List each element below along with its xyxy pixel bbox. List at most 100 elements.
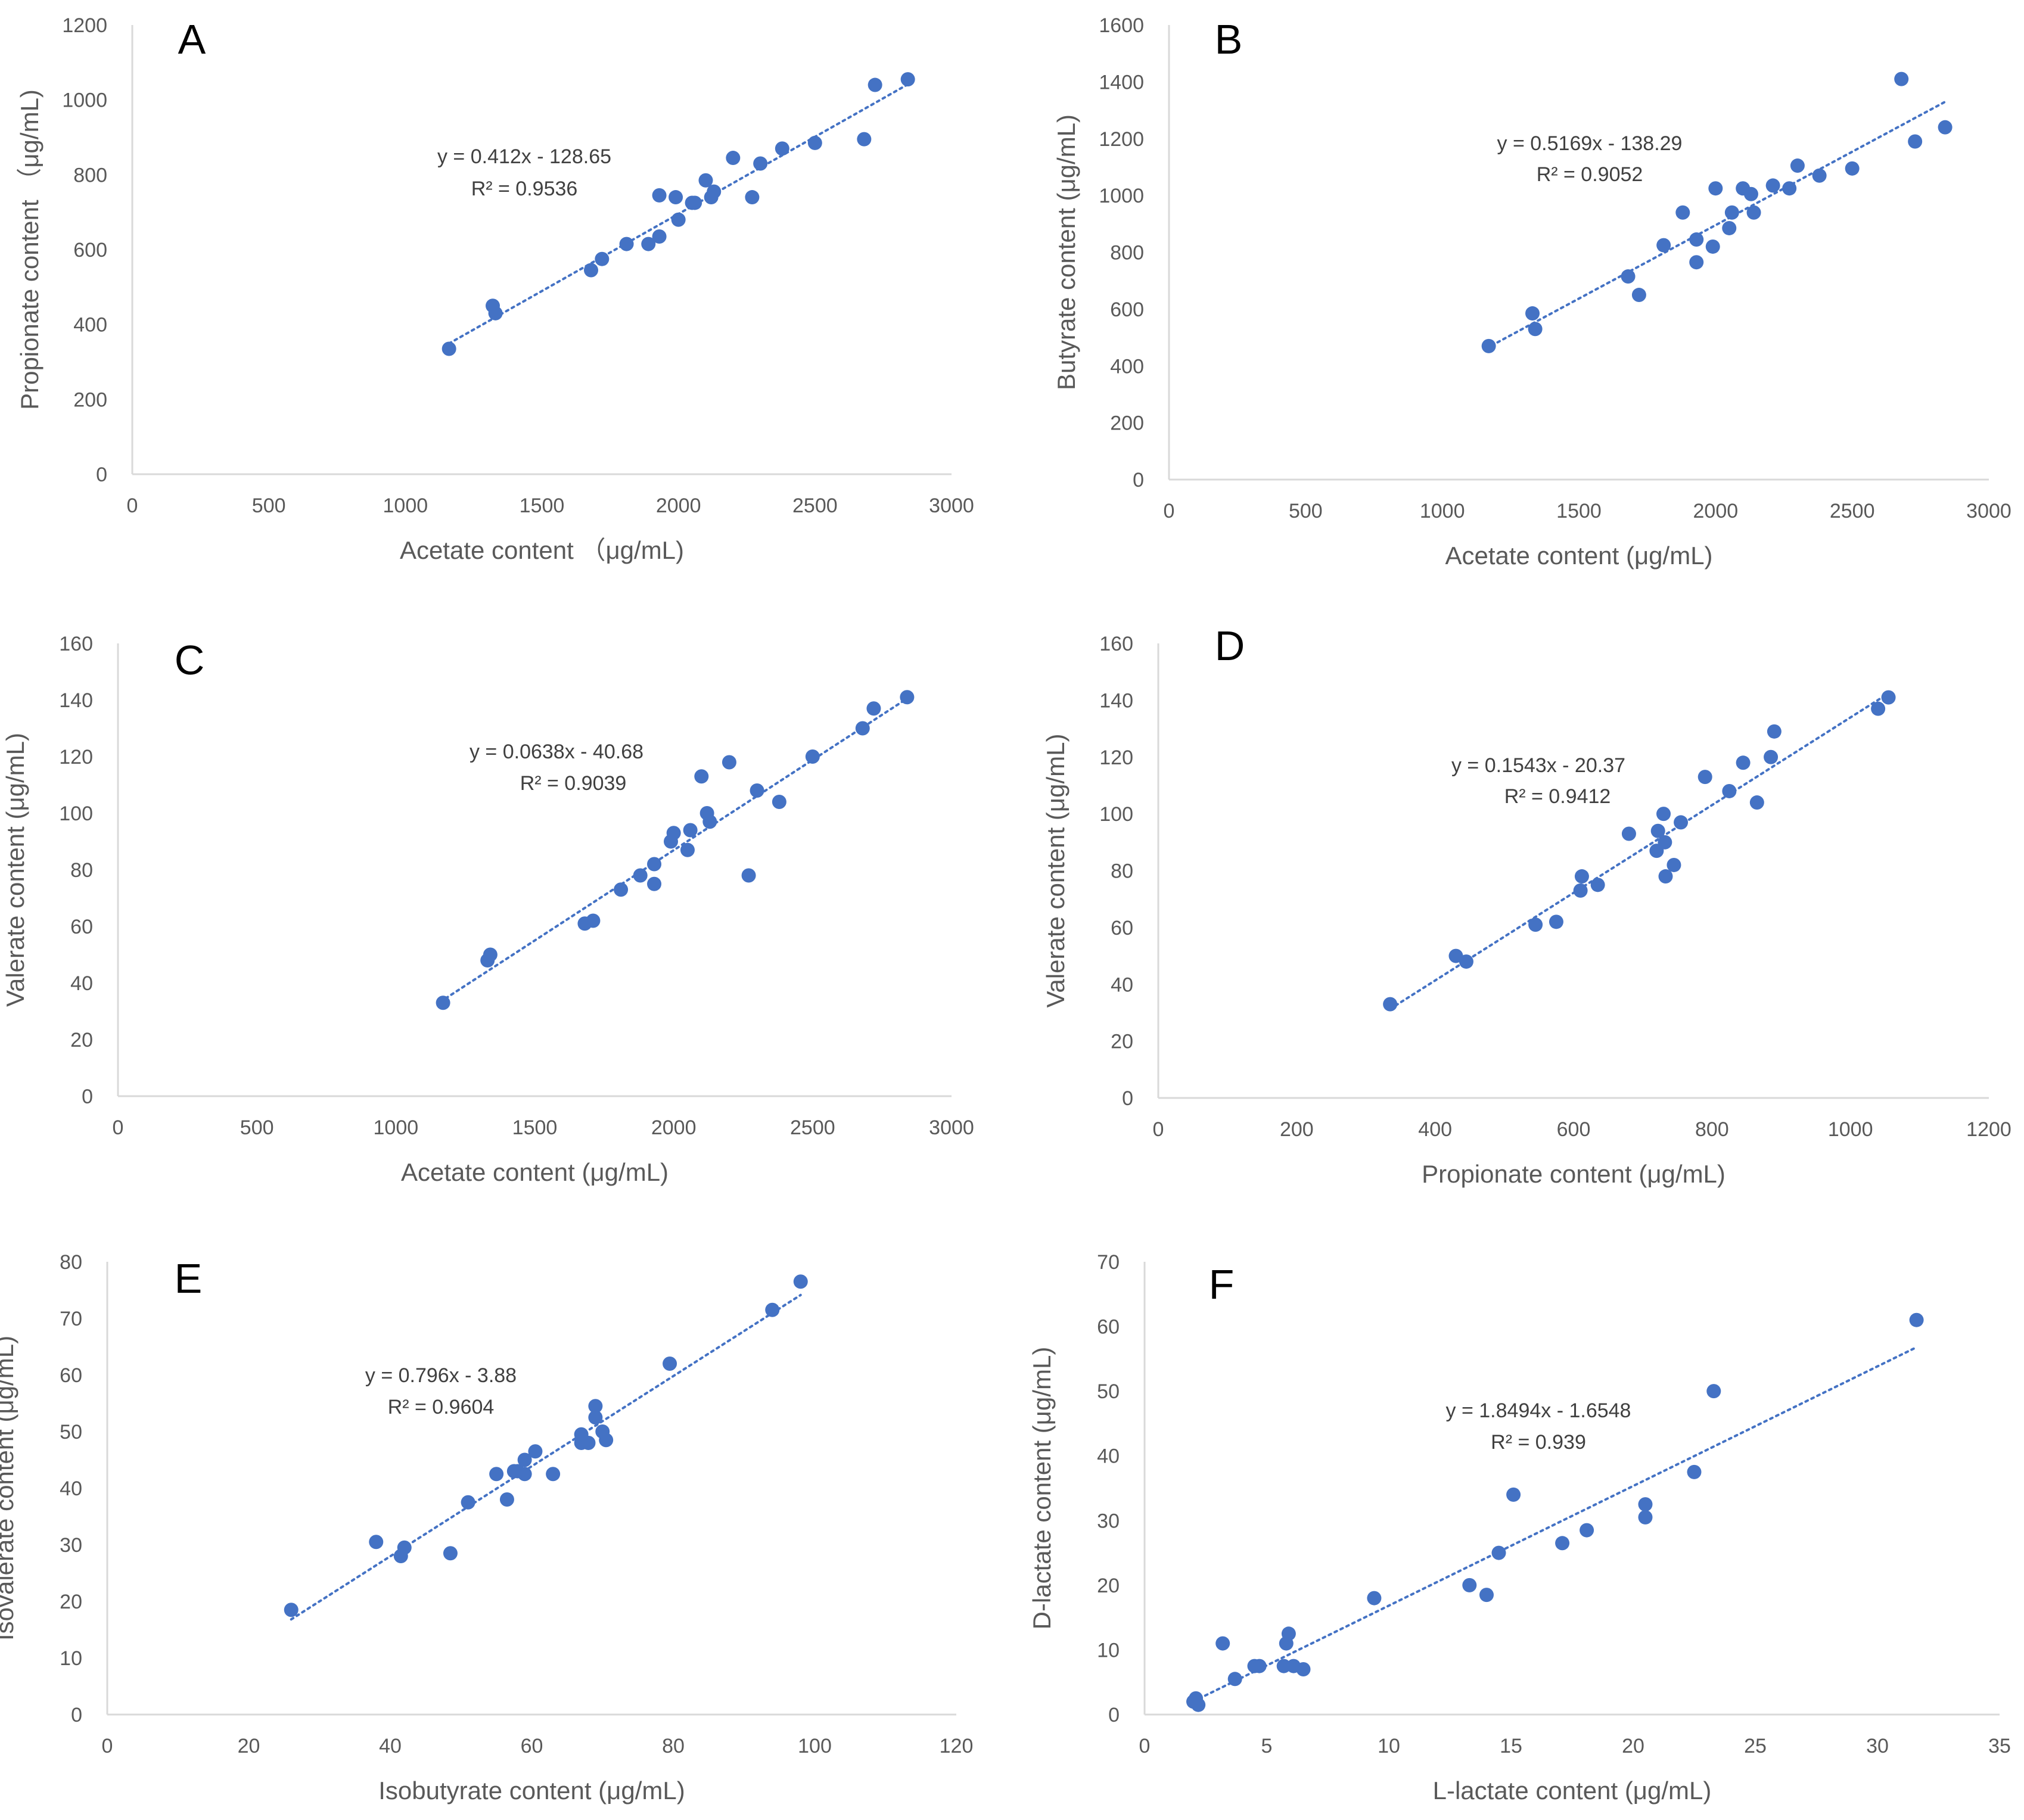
y-tick-label: 70: [1097, 1251, 1120, 1274]
y-tick-label: 20: [1111, 1031, 1133, 1053]
data-point: [1638, 1497, 1653, 1512]
data-point: [369, 1535, 384, 1550]
y-tick-label: 10: [1097, 1639, 1120, 1662]
x-tick-label: 35: [1988, 1735, 2011, 1757]
data-point: [284, 1603, 299, 1617]
x-tick-label: 15: [1500, 1735, 1522, 1757]
data-point: [1746, 205, 1761, 220]
data-point: [1621, 269, 1636, 284]
y-tick-label: 800: [1110, 242, 1144, 265]
y-tick-label: 400: [1110, 355, 1144, 378]
x-axis-title: Propionate content (μg/mL): [1422, 1160, 1725, 1188]
data-point: [1549, 914, 1563, 929]
y-tick-label: 600: [73, 239, 107, 262]
data-point: [1736, 755, 1751, 770]
data-point: [1743, 186, 1758, 201]
data-point: [1658, 835, 1672, 850]
chart-panel-f: 0 10 20 30 40 50 60 70 0 5 10 15 20 25 30 35 L-lactate c…: [1028, 1251, 2011, 1805]
data-point: [1675, 205, 1690, 220]
y-tick-label: 0: [1122, 1087, 1133, 1110]
data-point: [807, 135, 822, 150]
x-tick-label: 1000: [1420, 500, 1465, 522]
data-point: [1367, 1591, 1382, 1606]
chart-panel-d: 0 20 40 60 80 100 120 140 160 0 200 400 600 800 1000 12…: [1041, 623, 2011, 1188]
chart-panel-a: 0 200 400 600 800 1000 1200 0 500 1000 1500 2000 250…: [15, 14, 974, 564]
data-point: [1491, 1545, 1506, 1560]
y-tick-label: 600: [1110, 298, 1144, 321]
data-point: [595, 251, 610, 266]
y-tick-label: 800: [73, 164, 107, 186]
data-point: [1462, 1578, 1477, 1592]
data-point: [666, 826, 681, 841]
y-tick-label: 60: [60, 1364, 82, 1387]
x-tick-label: 0: [1153, 1118, 1164, 1141]
x-tick-label: 500: [252, 494, 286, 517]
x-tick-label: 2000: [651, 1116, 697, 1139]
x-tick-label: 20: [1622, 1735, 1644, 1757]
y-tick-label: 1200: [1099, 128, 1144, 151]
y-tick-label: 200: [1110, 412, 1144, 435]
data-point: [1749, 795, 1764, 810]
y-axis-title: Propionate content （μg/mL): [15, 89, 43, 410]
data-point: [1650, 823, 1665, 838]
y-axis-title: Isovalerate content (μg/mL): [0, 1336, 18, 1641]
x-tick-label: 400: [1418, 1118, 1452, 1141]
data-point: [436, 995, 450, 1010]
data-point: [868, 77, 882, 92]
y-tick-label: 0: [1133, 469, 1144, 491]
data-point: [1528, 917, 1543, 932]
x-tick-label: 200: [1280, 1118, 1314, 1141]
y-tick-label: 80: [60, 1251, 82, 1274]
data-point: [1252, 1659, 1267, 1673]
x-tick-label: 60: [521, 1735, 543, 1757]
data-point: [753, 156, 768, 171]
y-tick-label: 40: [1097, 1445, 1120, 1468]
data-point: [442, 341, 456, 356]
x-tick-label: 3000: [1966, 500, 2011, 522]
data-point: [900, 72, 915, 87]
y-tick-label: 1000: [62, 89, 107, 112]
x-axis-title: Acetate content (μg/mL): [1445, 542, 1712, 570]
y-tick-label: 30: [1097, 1510, 1120, 1532]
y-tick-label: 160: [1099, 633, 1133, 655]
x-tick-label: 80: [662, 1735, 685, 1757]
data-point: [741, 868, 756, 883]
x-tick-label: 1000: [383, 494, 428, 517]
y-tick-label: 60: [1097, 1316, 1120, 1339]
y-tick-label: 40: [60, 1477, 82, 1500]
y-tick-label: 60: [70, 916, 93, 938]
data-point: [671, 212, 686, 227]
y-tick-label: 80: [1111, 860, 1133, 883]
x-tick-label: 0: [127, 494, 138, 517]
data-point: [1481, 338, 1496, 353]
data-point: [1227, 1672, 1242, 1687]
x-tick-label: 1500: [1556, 500, 1602, 522]
data-point: [588, 1410, 603, 1425]
data-point: [1525, 306, 1540, 321]
y-tick-label: 1000: [1099, 185, 1144, 207]
x-tick-label: 0: [102, 1735, 113, 1757]
y-tick-label: 20: [1097, 1575, 1120, 1597]
data-point: [698, 173, 713, 188]
data-point: [1697, 770, 1712, 785]
y-tick-label: 120: [59, 746, 93, 769]
y-axis-title: Butyrate content (μg/mL): [1052, 114, 1080, 390]
data-point: [702, 814, 717, 829]
x-axis-title: L-lactate content (μg/mL): [1433, 1777, 1712, 1805]
data-point: [1506, 1487, 1521, 1502]
data-point: [1667, 857, 1681, 872]
trendline-equation: y = 1.8494x - 1.6548: [1446, 1399, 1631, 1422]
r-squared-label: R² = 0.9039: [520, 772, 627, 795]
data-point: [1689, 232, 1704, 247]
data-point: [1638, 1510, 1653, 1525]
panel-label: B: [1215, 16, 1243, 63]
x-tick-label: 0: [1139, 1735, 1151, 1757]
y-tick-label: 30: [60, 1534, 82, 1557]
data-point: [1790, 158, 1805, 173]
data-point: [855, 721, 870, 736]
y-tick-label: 50: [1097, 1380, 1120, 1403]
data-point: [488, 306, 503, 321]
data-point: [443, 1546, 458, 1561]
x-tick-label: 25: [1744, 1735, 1767, 1757]
